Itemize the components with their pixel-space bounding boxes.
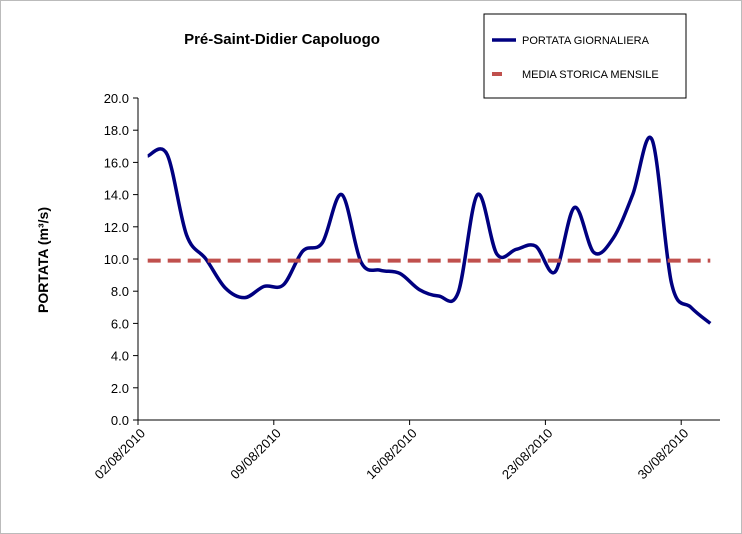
y-tick-label: 20.0 xyxy=(104,91,129,106)
y-tick-label: 16.0 xyxy=(104,155,129,170)
chart-title: Pré-Saint-Didier Capoluogo xyxy=(184,31,380,48)
y-tick-label: 18.0 xyxy=(104,123,129,138)
y-tick-label: 6.0 xyxy=(111,316,129,331)
y-tick-label: 4.0 xyxy=(111,349,129,364)
y-tick-label: 0.0 xyxy=(111,413,129,428)
flow-line xyxy=(146,135,712,325)
y-axis-label: PORTATA (m³/s) xyxy=(35,207,51,313)
legend-box xyxy=(483,13,687,99)
y-tick-label: 12.0 xyxy=(104,220,129,235)
legend-label: MEDIA STORICA MENSILE xyxy=(522,69,659,81)
y-tick-label: 8.0 xyxy=(111,284,129,299)
legend-label: PORTATA GIORNALIERA xyxy=(522,35,650,47)
y-tick-label: 10.0 xyxy=(104,252,129,267)
y-tick-label: 14.0 xyxy=(104,188,129,203)
y-tick-label: 2.0 xyxy=(111,381,129,396)
